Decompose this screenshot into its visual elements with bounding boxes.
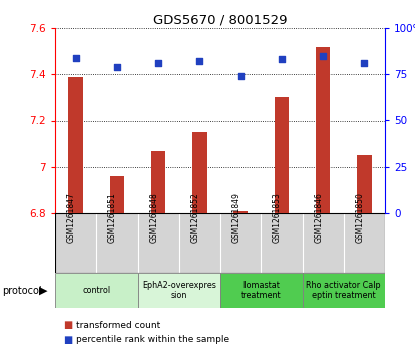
Text: ■: ■ [63,335,73,345]
Bar [233,211,248,213]
Text: ■: ■ [63,320,73,330]
Text: GSM1261852: GSM1261852 [190,192,199,243]
Bar [179,213,220,273]
Text: transformed count: transformed count [76,321,160,330]
Point [72,55,79,61]
Bar [110,176,124,213]
Text: GSM1261848: GSM1261848 [149,192,158,243]
Bar [55,213,96,273]
Point [114,64,120,70]
Bar [68,77,83,213]
Bar [220,273,303,308]
Text: GSM1261847: GSM1261847 [67,192,76,243]
Text: GSM1261849: GSM1261849 [232,192,241,243]
Text: ▶: ▶ [39,286,47,295]
Point [155,60,161,66]
Bar [261,213,303,273]
Bar [151,151,165,213]
Text: EphA2-overexpres
sion: EphA2-overexpres sion [142,281,216,300]
Point [278,57,285,62]
Text: Rho activator Calp
eptin treatment: Rho activator Calp eptin treatment [306,281,381,300]
Bar [303,273,385,308]
Point [196,58,203,64]
Text: GSM1261850: GSM1261850 [355,192,364,243]
Text: percentile rank within the sample: percentile rank within the sample [76,335,229,344]
Text: GSM1261851: GSM1261851 [108,192,117,243]
Point [237,73,244,79]
Title: GDS5670 / 8001529: GDS5670 / 8001529 [153,14,287,27]
Bar [275,97,289,213]
Bar [137,213,179,273]
Bar [316,46,330,213]
Text: GSM1261846: GSM1261846 [314,192,323,243]
Bar [220,213,261,273]
Text: control: control [82,286,110,295]
Bar [192,132,207,213]
Text: Ilomastat
treatment: Ilomastat treatment [241,281,281,300]
Bar [357,155,371,213]
Bar [55,273,137,308]
Point [361,60,368,66]
Bar [344,213,385,273]
Bar [303,213,344,273]
Bar [137,273,220,308]
Text: protocol: protocol [2,286,42,295]
Text: GSM1261853: GSM1261853 [273,192,282,243]
Bar [96,213,137,273]
Point [320,53,327,59]
